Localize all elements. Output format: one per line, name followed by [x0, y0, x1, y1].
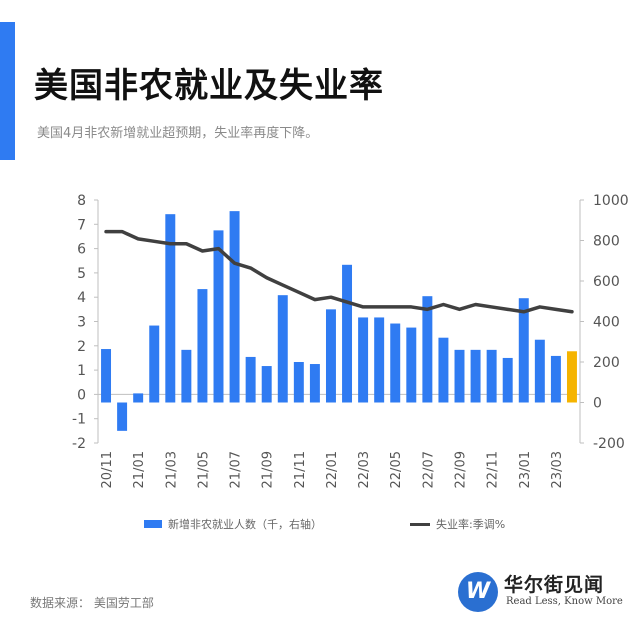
legend-swatch-bar — [144, 520, 162, 528]
right-tick-label: -200 — [593, 436, 625, 452]
chart-axes — [94, 199, 584, 444]
left-tick-label: 5 — [77, 266, 86, 282]
bar-mark — [245, 356, 256, 403]
x-tick-label: 22/07 — [421, 451, 436, 488]
bar-mark — [566, 351, 577, 403]
page-title: 美国非农就业及失业率 — [34, 66, 384, 106]
logo-mark-icon: W — [458, 572, 498, 612]
x-tick-label: 22/05 — [389, 451, 404, 488]
bar-mark — [309, 364, 320, 403]
left-tick-label: 6 — [77, 242, 86, 258]
bar-mark — [277, 295, 288, 403]
bar-mark — [165, 214, 176, 403]
x-tick-label: 23/03 — [550, 451, 565, 488]
left-tick-label: 7 — [77, 217, 86, 233]
bar-mark — [374, 317, 385, 403]
x-tick-label: 22/03 — [357, 451, 372, 488]
bar-mark — [550, 355, 561, 403]
right-tick-label: 0 — [593, 396, 602, 412]
x-tick-label: 23/01 — [518, 451, 533, 488]
right-tick-label: 1000 — [593, 193, 629, 209]
bar-mark — [197, 289, 208, 403]
line-series — [104, 229, 574, 314]
bar-mark — [470, 349, 481, 403]
x-tick-label: 21/09 — [261, 451, 276, 488]
bar-mark — [406, 327, 417, 403]
bar-mark — [534, 339, 545, 403]
bar-mark — [518, 298, 529, 403]
x-tick-label: 21/03 — [164, 451, 179, 488]
left-tick-label: 0 — [77, 387, 86, 403]
left-tick-label: 3 — [77, 315, 86, 331]
bar-mark — [422, 296, 433, 403]
x-tick-label: 22/01 — [325, 451, 340, 488]
brand-logo: W 华尔街见闻 Read Less, Know More — [458, 566, 623, 616]
left-tick-label: -1 — [72, 412, 86, 428]
bar-mark — [358, 317, 369, 403]
bar-mark — [293, 362, 304, 403]
left-tick-label: 8 — [77, 193, 86, 209]
bar-mark — [502, 357, 513, 403]
bar-mark — [133, 393, 144, 403]
title-accent-bar — [0, 22, 15, 160]
bar-mark — [486, 349, 497, 403]
x-tick-label: 21/11 — [293, 451, 308, 488]
data-source: 数据来源： 美国劳工部 — [30, 596, 154, 610]
logo-tagline: Read Less, Know More — [506, 596, 623, 607]
legend-item-line: 失业率:季调% — [410, 516, 505, 532]
x-tick-label: 22/11 — [486, 451, 501, 488]
right-tick-label: 600 — [593, 274, 620, 290]
bar-mark — [149, 325, 160, 403]
right-tick-label: 200 — [593, 355, 620, 371]
legend-item-bar: 新增非农就业人数（千，右轴） — [144, 516, 322, 532]
tick-labels: -2 -1 0 1 2 3 4 5 6 7 8 -200 0 200 400 600 800 1000 20/11 2… — [72, 193, 629, 488]
bar-mark — [342, 264, 353, 403]
bar-mark — [454, 349, 465, 403]
unemployment-line — [104, 229, 574, 314]
bar-mark — [117, 402, 128, 431]
left-tick-label: 1 — [77, 363, 86, 379]
x-tick-label: 21/05 — [196, 451, 211, 488]
x-tick-label: 22/09 — [454, 451, 469, 488]
left-tick-label: 2 — [77, 339, 86, 355]
bar-mark — [101, 349, 112, 403]
x-tick-label: 21/01 — [132, 451, 147, 488]
bar-mark — [438, 337, 449, 403]
legend-swatch-line — [410, 522, 430, 526]
legend-label-line: 失业率:季调% — [436, 518, 506, 531]
logo-name: 华尔街见闻 — [504, 574, 605, 596]
x-tick-label: 21/07 — [229, 451, 244, 488]
bar-mark — [325, 309, 336, 403]
right-tick-label: 800 — [593, 234, 620, 250]
x-tick-label: 20/11 — [100, 451, 115, 488]
bar-mark — [261, 366, 272, 403]
bar-mark — [181, 349, 192, 403]
left-tick-label: -2 — [72, 436, 86, 452]
right-tick-label: 400 — [593, 315, 620, 331]
bar-mark — [229, 211, 240, 403]
page-subtitle: 美国4月非农新增就业超预期，失业率再度下降。 — [37, 126, 319, 141]
legend-label-bar: 新增非农就业人数（千，右轴） — [168, 518, 322, 531]
bar-mark — [213, 230, 224, 403]
bar-series — [101, 211, 577, 431]
left-tick-label: 4 — [77, 290, 86, 306]
bar-mark — [390, 323, 401, 403]
